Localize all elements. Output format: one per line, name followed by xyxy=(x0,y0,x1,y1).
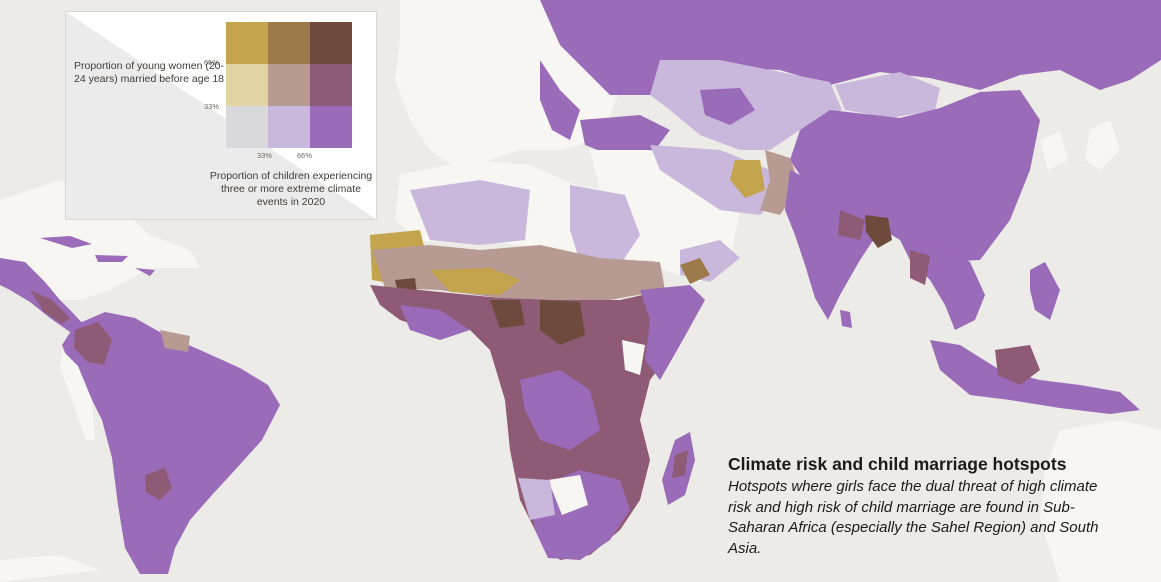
caribbean xyxy=(40,236,155,276)
australia xyxy=(1040,420,1161,582)
egypt-sudan-north xyxy=(570,185,640,265)
central-asia-hotspot xyxy=(700,88,755,125)
sri-lanka xyxy=(840,310,852,328)
legend-card: Proportion of young women (20-24 years) … xyxy=(66,12,376,219)
myanmar-hotspot xyxy=(910,250,930,285)
south-america-no-data xyxy=(60,350,95,440)
south-edge xyxy=(0,555,100,582)
north-america-land xyxy=(0,180,200,300)
philippines xyxy=(1030,262,1060,320)
china xyxy=(790,90,1040,262)
botswana-no-data xyxy=(548,475,588,515)
india-hotspot xyxy=(838,210,865,240)
yemen-hotspot xyxy=(680,258,710,284)
nigeria-hotspot xyxy=(490,300,525,328)
sahel-yellow xyxy=(430,268,520,295)
legend-cell-r0-c1 xyxy=(268,22,310,64)
madagascar-hotspot xyxy=(672,450,688,478)
algeria-libya xyxy=(410,180,530,245)
south-america-hotspot-north xyxy=(74,322,112,365)
legend-cell-r0-c2 xyxy=(310,22,352,64)
bivariate-color-matrix xyxy=(226,22,352,148)
map-caption: Climate risk and child marriage hotspots… xyxy=(728,453,1148,559)
legend-cell-r2-c1 xyxy=(268,106,310,148)
legend-y-tick-66: 66% xyxy=(204,58,220,67)
caption-title: Climate risk and child marriage hotspots xyxy=(728,454,1067,474)
west-africa-purple xyxy=(400,305,470,340)
legend-x-tick-66: 66% xyxy=(297,151,313,160)
indonesia xyxy=(930,340,1140,414)
legend-y-axis-title: Proportion of young women (20-24 years) … xyxy=(74,60,224,85)
borneo-hotspot xyxy=(995,345,1040,385)
central-africa-purple xyxy=(520,370,600,450)
south-america xyxy=(62,312,280,574)
afghanistan-hotspot xyxy=(730,160,765,198)
ethiopia-somalia xyxy=(640,285,705,380)
legend-cell-r1-c2 xyxy=(310,64,352,106)
caption-subtitle: Hotspots where girls face the dual threa… xyxy=(728,478,1099,557)
legend-cell-r0-c0 xyxy=(226,22,268,64)
caucasus-turkey xyxy=(580,115,670,155)
bolivia-hotspot xyxy=(145,468,172,500)
legend-cell-r1-c0 xyxy=(226,64,268,106)
kenya-no-data xyxy=(622,340,645,375)
mongolia xyxy=(835,72,940,118)
central-america-hotspot xyxy=(30,290,70,324)
uk xyxy=(416,55,438,96)
legend-cell-r1-c1 xyxy=(268,64,310,106)
legend-shading xyxy=(66,12,376,219)
iceland-scandinavia xyxy=(440,0,520,70)
legend-x-tick-33: 33% xyxy=(257,151,273,160)
india xyxy=(785,170,880,320)
bangladesh-hotspot xyxy=(865,215,892,248)
legend-y-tick-33: 33% xyxy=(204,102,220,111)
namibia xyxy=(518,478,555,520)
guianas xyxy=(160,330,190,352)
eastern-europe xyxy=(540,60,580,140)
chad-hotspot xyxy=(540,300,585,345)
korea-japan xyxy=(1040,120,1120,170)
legend-x-axis-title: Proportion of children experiencing thre… xyxy=(209,170,373,208)
legend-cell-r2-c2 xyxy=(310,106,352,148)
legend-cell-r2-c0 xyxy=(226,106,268,148)
